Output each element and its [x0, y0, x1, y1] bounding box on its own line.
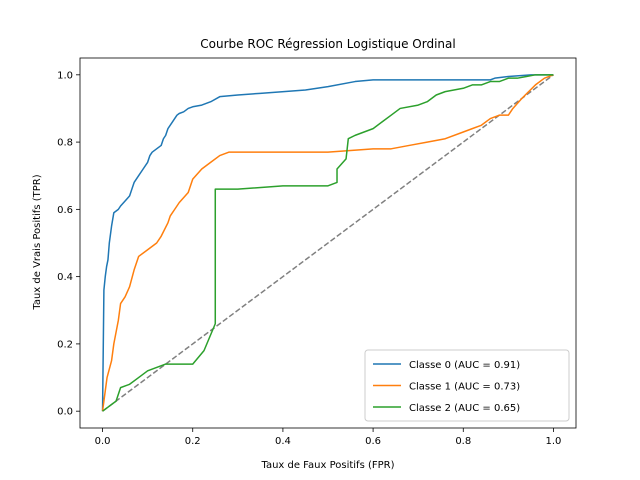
series-line-classe-1	[101, 74, 554, 412]
x-tick-label: 0.6	[365, 436, 381, 447]
x-axis-label: Taux de Faux Positifs (FPR)	[260, 460, 394, 471]
series-line-classe-2	[102, 74, 554, 412]
y-tick-label: 0.2	[57, 339, 73, 350]
x-tick-label: 1.0	[546, 436, 562, 447]
legend-label-classe-1: Classe 1 (AUC = 0.73)	[409, 382, 520, 393]
reference-diagonal-line	[102, 74, 554, 412]
y-axis-label: Taux de Vrais Positifs (TPR)	[32, 174, 43, 310]
x-tick-label: 0.8	[455, 436, 471, 447]
legend-label-classe-2: Classe 2 (AUC = 0.65)	[409, 403, 520, 414]
chart-title: Courbe ROC Régression Logistique Ordinal	[200, 37, 455, 51]
y-tick-label: 1.0	[57, 70, 73, 81]
y-tick-label: 0.8	[57, 138, 73, 149]
legend-label-classe-0: Classe 0 (AUC = 0.91)	[409, 360, 520, 371]
y-tick-label: 0.6	[57, 205, 73, 216]
x-tick-label: 0.0	[95, 436, 111, 447]
plot-area: 0.0 0.0 0.2 0.2 0.4 0.4 0.6 0.6 0.8 0.8 1.0 1.0 Clas…	[57, 57, 577, 447]
x-tick-label: 0.4	[275, 436, 291, 447]
y-tick-label: 0.0	[57, 407, 73, 418]
series-line-classe-0	[101, 74, 554, 412]
y-tick-label: 0.4	[57, 272, 73, 283]
x-tick-label: 0.2	[185, 436, 201, 447]
axes-frame	[79, 57, 577, 429]
legend: Classe 0 (AUC = 0.91) Classe 1 (AUC = 0.7…	[364, 349, 570, 422]
legend-box	[364, 349, 570, 422]
